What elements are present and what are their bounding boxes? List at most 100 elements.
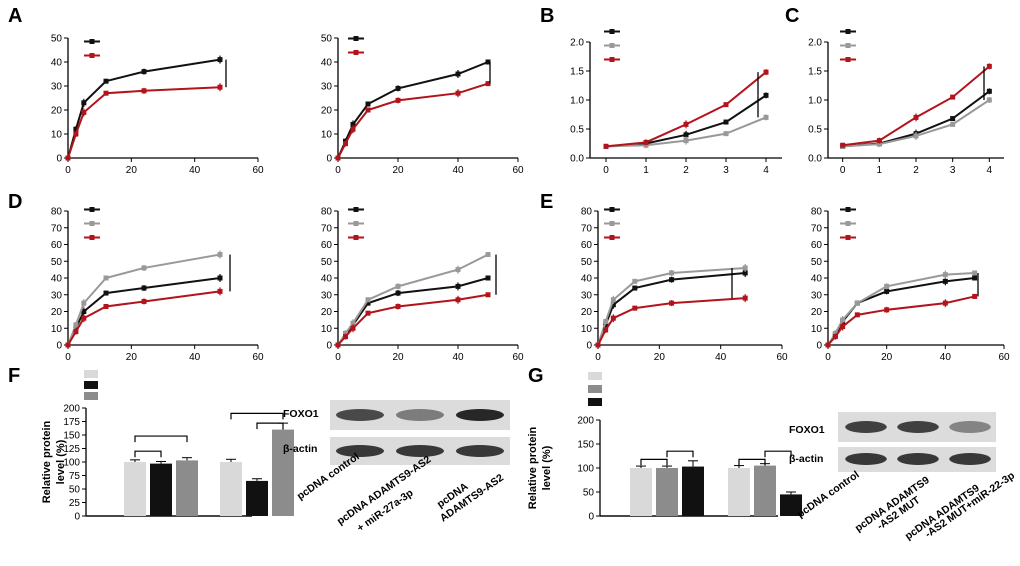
blot-band-foxo1 (845, 421, 887, 433)
y-tick-label: 70 (811, 223, 823, 234)
data-point (683, 138, 689, 144)
x-tick-label: 40 (940, 352, 952, 363)
y-tick-label: 0 (326, 154, 332, 165)
data-point (141, 88, 147, 94)
y-tick-label: 50 (51, 257, 63, 268)
x-tick-label: 2 (683, 165, 689, 176)
blot-band-actin (336, 445, 384, 457)
data-point (485, 252, 491, 258)
data-point (81, 309, 87, 314)
data-point (763, 69, 769, 75)
x-tick-label: 60 (512, 165, 524, 176)
blot-g-lane-1: pcDNA control (795, 469, 862, 521)
chart-e2: 0 10 20 30 40 50 60 70 80 0 20 40 60 (811, 207, 1010, 364)
x-tick-label: 0 (65, 352, 71, 363)
data-point (343, 330, 348, 336)
x-tick-label: 20 (392, 352, 404, 363)
data-point (603, 143, 609, 149)
data-point (141, 298, 147, 304)
significance-bracket (256, 422, 284, 430)
panel-label: E (540, 191, 553, 213)
data-point (73, 322, 79, 328)
legend-marker (353, 207, 359, 212)
legend-marker (89, 207, 95, 212)
data-point (632, 278, 638, 284)
y-tick-label: 60 (51, 240, 63, 251)
data-point (350, 121, 356, 127)
data-point (103, 290, 109, 296)
blot-f-band-actin: β-actin (283, 443, 317, 455)
blot-g-band-foxo1: FOXO1 (789, 424, 825, 436)
legend-marker (353, 50, 359, 55)
x-tick-label: 0 (603, 165, 609, 176)
data-point (103, 275, 109, 281)
data-point (683, 121, 689, 127)
data-point (365, 310, 371, 316)
x-tick-label: 1 (877, 165, 883, 176)
data-point (81, 109, 87, 115)
data-point (643, 139, 649, 145)
y-tick-label: 0.5 (570, 125, 584, 136)
data-point (950, 94, 956, 100)
significance-bracket (230, 412, 284, 420)
data-point (455, 267, 461, 273)
data-point (81, 300, 87, 306)
data-point (141, 69, 147, 75)
data-point (972, 293, 978, 299)
panel-label: A (8, 5, 22, 27)
data-point (103, 90, 109, 96)
chart-a2: 0 10 20 30 40 50 0 20 40 60 (321, 34, 524, 177)
x-tick-label: 60 (998, 352, 1010, 363)
data-point (913, 133, 919, 139)
y-tick-label: 0 (586, 341, 592, 352)
x-tick-label: 40 (189, 352, 201, 363)
legend-marker (845, 43, 851, 48)
data-point (669, 277, 675, 283)
legend-marker (609, 235, 615, 240)
data-point (723, 119, 729, 125)
blot-f-bands (336, 409, 504, 457)
panel-label: G (528, 365, 544, 387)
legend-marker (353, 221, 359, 226)
legend-marker (845, 235, 851, 240)
bar-2 (272, 429, 294, 516)
legend-marker (845, 29, 851, 34)
legend-marker (609, 29, 615, 34)
y-tick-label: 70 (581, 223, 593, 234)
data-point (217, 288, 223, 294)
y-tick-label: 30 (321, 82, 333, 93)
y-tick-label: 30 (581, 290, 593, 301)
data-point (632, 285, 638, 291)
chart-f: F 0 25 50 75 100 125 150 175 200 Relative protein l… (8, 365, 294, 523)
data-point (217, 84, 223, 90)
series-line-1 (337, 82, 489, 159)
bar-1 (754, 465, 776, 516)
y-tick-label: 20 (51, 307, 63, 318)
legend-swatch (588, 372, 602, 380)
x-tick-label: 60 (776, 352, 788, 363)
y-tick-label: 10 (51, 130, 63, 141)
data-point (73, 325, 79, 331)
data-point (217, 252, 223, 258)
x-tick-label: 0 (595, 352, 601, 363)
significance-bracket (640, 458, 668, 466)
blot-band-actin (897, 453, 939, 465)
y-tick-label: 10 (321, 324, 333, 335)
y-tick-label: 200 (63, 404, 80, 415)
blot-f-band-foxo1: FOXO1 (283, 408, 319, 420)
data-point (395, 283, 401, 289)
y-tick-label: 0.0 (808, 154, 822, 165)
y-tick-label: 100 (577, 464, 594, 475)
data-point (840, 324, 846, 330)
series-line-1 (67, 253, 221, 346)
western-blot-f: FOXO1 β-actin pcDNA control pcDNA ADAMTS… (283, 400, 510, 534)
data-point (942, 278, 948, 284)
significance-bracket (738, 458, 766, 466)
bar-0 (220, 462, 242, 516)
x-tick-label: 20 (392, 165, 404, 176)
data-point (876, 138, 882, 144)
data-point (335, 342, 341, 348)
y-tick-label: 20 (811, 307, 823, 318)
significance-bracket (764, 450, 792, 458)
